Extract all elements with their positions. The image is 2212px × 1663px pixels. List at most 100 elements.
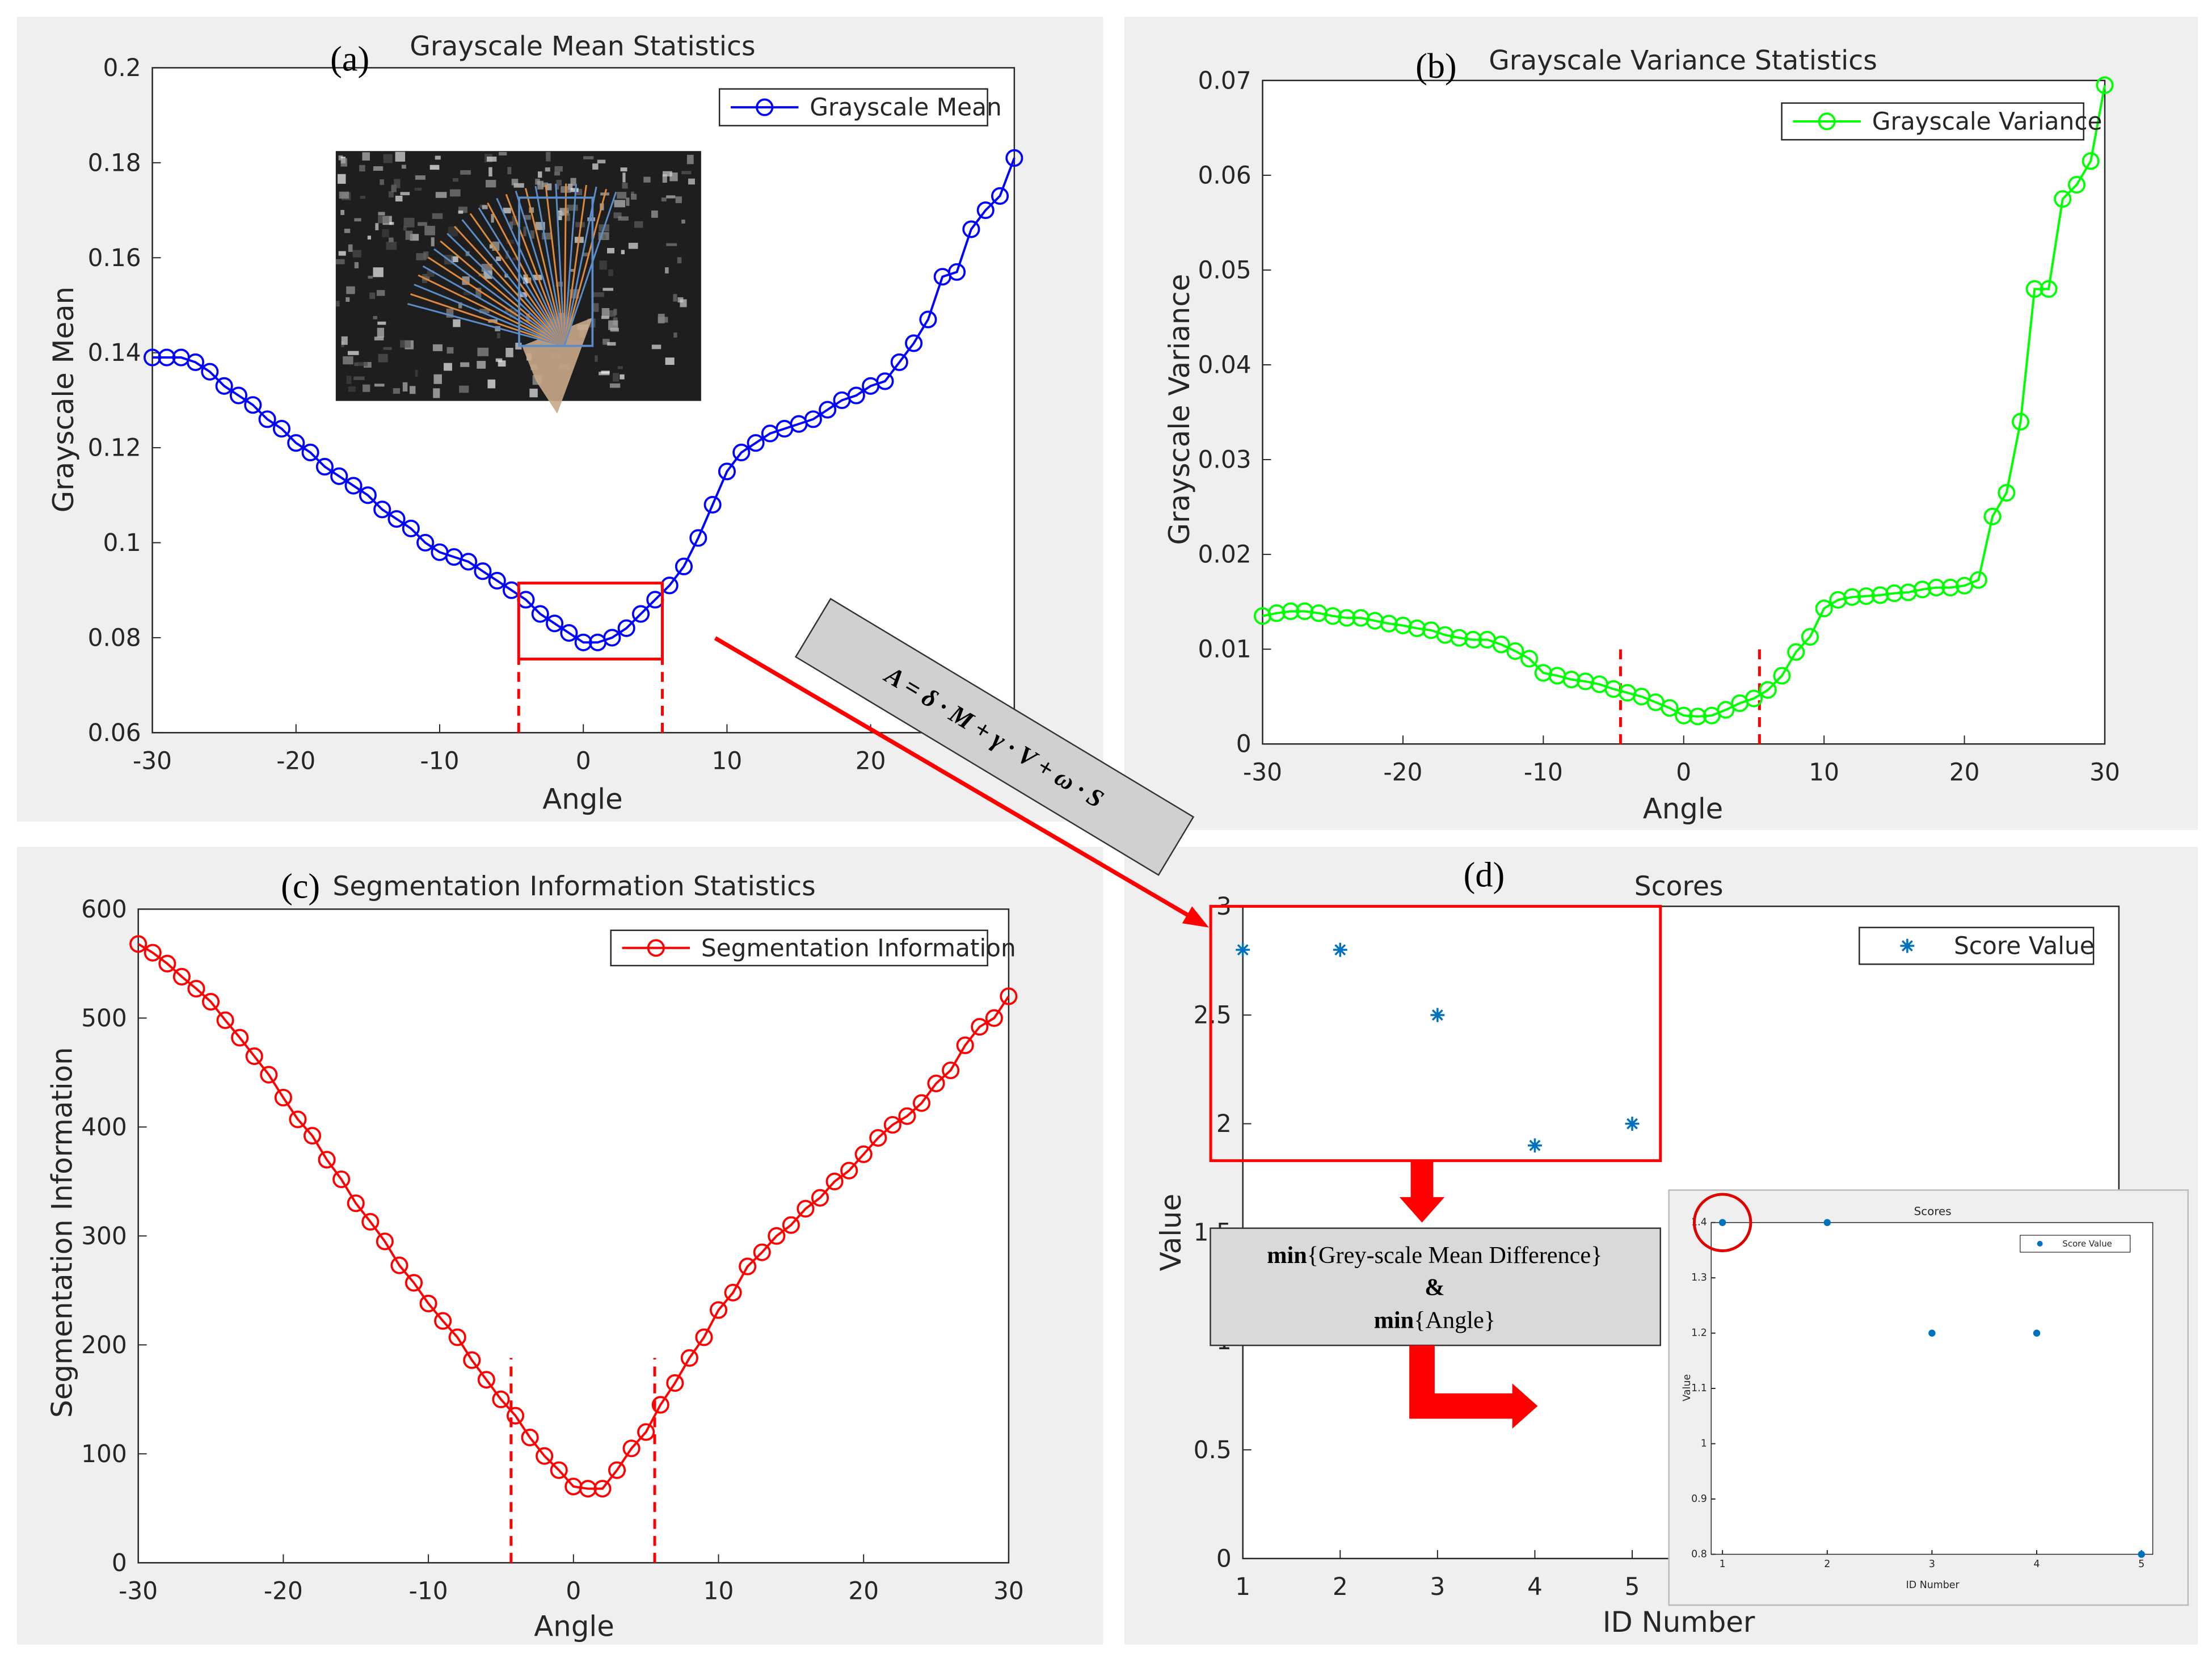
point bbox=[804, 410, 822, 428]
point bbox=[344, 477, 363, 495]
point bbox=[258, 410, 276, 428]
thumbnail-texture bbox=[592, 163, 599, 170]
panel-label: (c) bbox=[281, 868, 320, 906]
thumbnail-texture bbox=[482, 205, 488, 209]
thumbnail-texture bbox=[503, 208, 511, 214]
point bbox=[608, 1461, 626, 1479]
thumbnail-texture bbox=[495, 358, 503, 362]
thumbnail-texture bbox=[418, 222, 427, 226]
point bbox=[506, 1407, 525, 1425]
thumbnail-texture bbox=[400, 192, 410, 196]
thumbnail-texture bbox=[403, 226, 407, 231]
decision-line: min{Angle} bbox=[1374, 1307, 1495, 1333]
point bbox=[1983, 507, 2002, 525]
thumbnail-texture bbox=[386, 242, 397, 250]
thumbnail-texture bbox=[338, 155, 343, 161]
thumbnail-texture bbox=[433, 388, 440, 398]
point bbox=[1506, 642, 1524, 660]
thumbnail-texture bbox=[498, 360, 506, 367]
point bbox=[739, 1257, 757, 1275]
point bbox=[689, 529, 707, 547]
point bbox=[703, 495, 722, 514]
y-tick-label: 0.06 bbox=[1198, 161, 1252, 189]
x-tick-label: 10 bbox=[1809, 758, 1839, 786]
thumbnail-texture bbox=[658, 317, 668, 323]
thumbnail-texture bbox=[523, 226, 526, 237]
thumbnail-texture bbox=[388, 191, 394, 198]
x-tick-label: 0 bbox=[566, 1577, 581, 1605]
point bbox=[287, 434, 305, 452]
point bbox=[651, 1396, 669, 1414]
point bbox=[460, 553, 478, 571]
thumbnail-texture bbox=[665, 267, 669, 273]
thumbnail-ray bbox=[487, 202, 565, 347]
point bbox=[2012, 412, 2030, 431]
y-tick-label: 0.01 bbox=[1198, 635, 1252, 663]
thumbnail-texture bbox=[479, 309, 490, 314]
point bbox=[956, 1036, 974, 1054]
thumbnail-texture bbox=[607, 342, 616, 346]
x-tick-label: -20 bbox=[1383, 758, 1422, 786]
thumbnail-texture bbox=[391, 184, 397, 192]
thumbnail-texture bbox=[488, 167, 492, 177]
thumbnail-texture bbox=[617, 366, 623, 369]
formula-box bbox=[794, 597, 1195, 876]
thumbnail-ray bbox=[410, 293, 565, 347]
thumbnail-texture bbox=[353, 376, 365, 380]
thumbnail-texture bbox=[354, 362, 359, 367]
decision-line: min{Grey-scale Mean Difference} bbox=[1267, 1241, 1602, 1268]
thumbnail-texture bbox=[631, 193, 637, 200]
thumbnail-texture bbox=[403, 217, 415, 228]
thumbnail-ray bbox=[563, 184, 578, 346]
y-tick-label: 1.3 bbox=[1691, 1272, 1707, 1283]
point bbox=[1296, 602, 1314, 620]
thumbnail-ray bbox=[407, 303, 565, 347]
thumbnail-texture bbox=[602, 339, 610, 345]
y-tick-label: 0 bbox=[1236, 730, 1252, 758]
legend-label: Score Value bbox=[2062, 1239, 2112, 1249]
thumbnail-ray bbox=[563, 188, 608, 346]
thumbnail-texture bbox=[554, 171, 561, 176]
legend-label: Score Value bbox=[1954, 932, 2095, 960]
thumbnail-texture bbox=[377, 321, 386, 325]
thumbnail-texture bbox=[509, 221, 513, 229]
thumbnail-texture bbox=[523, 274, 528, 284]
y-tick-label: 0 bbox=[112, 1549, 127, 1577]
point bbox=[898, 1107, 916, 1125]
point bbox=[2040, 280, 2058, 298]
point bbox=[1520, 650, 1539, 668]
thumbnail-texture bbox=[352, 250, 361, 258]
thumbnail-texture bbox=[504, 273, 508, 278]
thumbnail-texture bbox=[378, 216, 389, 224]
x-tick-label: 30 bbox=[2089, 758, 2120, 786]
thumbnail-texture bbox=[602, 234, 606, 239]
point bbox=[144, 348, 162, 367]
point bbox=[434, 1312, 452, 1330]
thumbnail-ray bbox=[422, 265, 565, 347]
bent-arrow bbox=[1409, 1345, 1538, 1429]
legend-label: Grayscale Mean bbox=[810, 94, 1001, 121]
thumbnail-texture bbox=[486, 157, 497, 162]
legend-marker bbox=[2037, 1241, 2043, 1247]
thumbnail-texture bbox=[607, 248, 615, 254]
thumbnail-texture bbox=[628, 242, 638, 249]
point bbox=[477, 1371, 495, 1389]
point bbox=[390, 1256, 408, 1274]
y-axis-label: Value bbox=[1682, 1374, 1693, 1401]
thumbnail-texture bbox=[601, 371, 610, 374]
point bbox=[521, 1428, 539, 1447]
thumbnail-texture bbox=[677, 257, 682, 264]
thumbnail-texture bbox=[511, 179, 519, 186]
y-tick-label: 0.5 bbox=[1194, 1436, 1232, 1464]
thumbnail-ray bbox=[524, 188, 566, 346]
thumbnail-texture bbox=[383, 347, 392, 350]
point bbox=[1801, 628, 1819, 646]
point bbox=[1527, 1138, 1542, 1153]
point bbox=[1885, 584, 1903, 603]
highlight-box bbox=[517, 582, 664, 661]
thumbnail-texture bbox=[423, 251, 429, 259]
point bbox=[1661, 699, 1679, 717]
point bbox=[402, 519, 420, 537]
x-tick-label: -30 bbox=[119, 1577, 158, 1605]
thumbnail-ray bbox=[478, 207, 565, 347]
